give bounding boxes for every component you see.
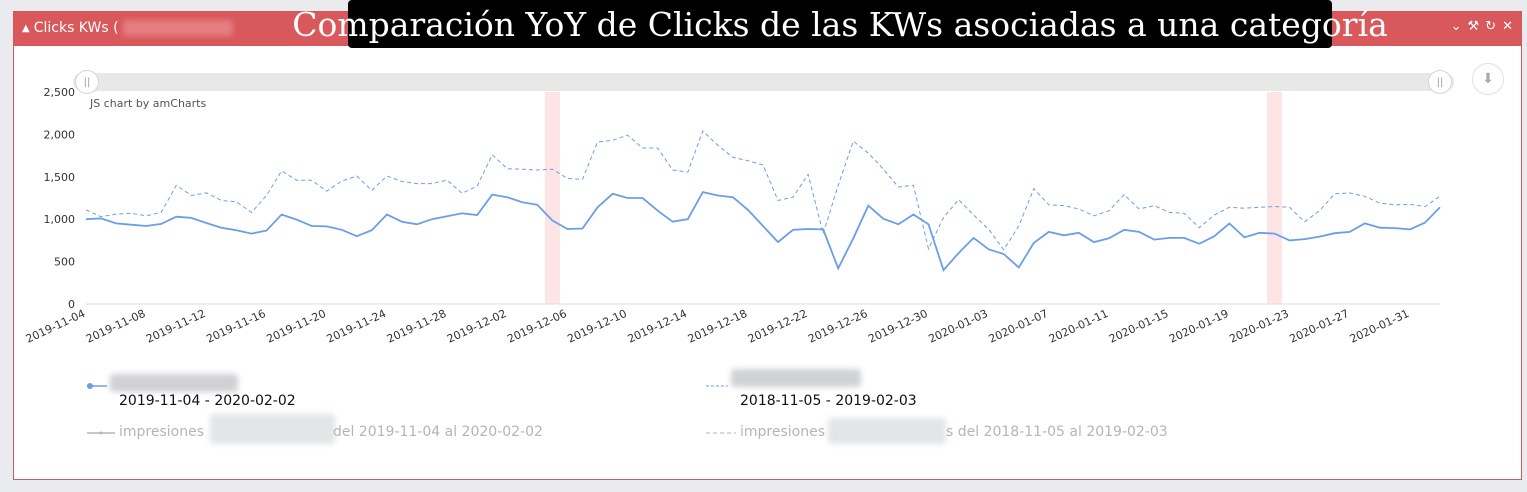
legend-impressions-a-prefix: impresiones xyxy=(119,424,205,440)
x-tick-label: 2019-12-30 xyxy=(866,307,929,346)
x-tick-label: 2020-01-23 xyxy=(1227,307,1290,346)
y-tick-label: 1,500 xyxy=(44,171,76,184)
y-tick-label: 0 xyxy=(68,298,75,311)
y-tick-label: 500 xyxy=(54,256,75,269)
x-tick-label: 2019-11-28 xyxy=(385,307,448,346)
x-tick-label: 2019-12-14 xyxy=(626,307,689,346)
x-tick-label: 2019-11-08 xyxy=(84,307,147,346)
legend-item-impressions-a[interactable]: impresiones del 2019-11-04 al 2020-02-02 xyxy=(85,414,685,446)
x-tick-label: 2020-01-19 xyxy=(1167,307,1230,346)
collapse-icon[interactable]: ⌄ xyxy=(1450,19,1462,34)
wrench-icon[interactable]: ⚒ xyxy=(1467,19,1480,34)
legend-marker-gray-dashed xyxy=(706,432,736,434)
legend-marker-dashed xyxy=(706,385,728,387)
legend-impressions-a-suffix: del 2019-11-04 al 2020-02-02 xyxy=(333,424,543,440)
close-icon[interactable]: ✕ xyxy=(1502,19,1513,34)
redacted-legend-label xyxy=(110,374,238,392)
redacted-legend-label xyxy=(731,369,861,387)
x-tick-label: 2020-01-15 xyxy=(1107,307,1170,346)
header-controls: ⌄ ⚒ ↻ ✕ xyxy=(1451,19,1513,34)
highlight-band-0 xyxy=(544,92,560,304)
scrollbar-end-grip[interactable]: || xyxy=(1428,70,1452,94)
x-tick-label: 2019-12-26 xyxy=(806,307,869,346)
scrollbar-start-grip[interactable]: || xyxy=(75,70,99,94)
legend-marker-gray-solid xyxy=(87,431,115,435)
legend-marker-solid xyxy=(87,383,107,389)
x-tick-label: 2019-11-04 xyxy=(24,307,87,346)
legend-series-a-dates: 2019-11-04 - 2020-02-02 xyxy=(119,393,296,409)
x-tick-label: 2019-11-16 xyxy=(204,307,267,346)
x-tick-label: 2019-12-10 xyxy=(565,307,628,346)
legend-series-b-dates: 2018-11-05 - 2019-02-03 xyxy=(740,393,917,409)
x-tick-label: 2019-12-22 xyxy=(746,307,809,346)
x-tick-label: 2019-12-18 xyxy=(686,307,749,346)
y-tick-label: 2,500 xyxy=(44,86,76,99)
y-tick-label: 1,000 xyxy=(44,213,76,226)
widget-icon: ▲ xyxy=(22,22,30,34)
legend-impressions-b-prefix: impresiones xyxy=(740,424,826,440)
x-tick-label: 2020-01-03 xyxy=(926,307,989,346)
x-tick-label: 2020-01-11 xyxy=(1047,307,1110,346)
x-tick-label: 2019-11-20 xyxy=(265,307,328,346)
x-tick-label: 2019-12-06 xyxy=(505,307,568,346)
x-tick-label: 2020-01-07 xyxy=(987,307,1050,346)
download-icon[interactable]: ⬇ xyxy=(1472,63,1504,95)
widget-title: ▲ Clicks KWs ( xyxy=(22,20,233,36)
series-solid-line xyxy=(85,191,1441,272)
x-tick-label: 2020-01-27 xyxy=(1288,307,1351,346)
chart-credit[interactable]: JS chart by amCharts xyxy=(90,97,207,110)
x-tick-label: 2019-12-02 xyxy=(445,307,508,346)
legend-impressions-b-suffix: s del 2018-11-05 al 2019-02-03 xyxy=(946,424,1168,440)
redacted-legend-label xyxy=(210,414,335,444)
legend-item-series-a[interactable]: 2019-11-04 - 2020-02-02 xyxy=(85,372,685,412)
x-tick-label: 2019-11-12 xyxy=(144,307,207,346)
series-dashed-line xyxy=(85,130,1441,251)
caption-banner: Comparación YoY de Clicks de las KWs aso… xyxy=(292,0,1388,48)
widget-title-text: Clicks KWs ( xyxy=(33,20,119,36)
x-tick-label: 2019-11-24 xyxy=(325,307,388,346)
y-tick-label: 2,000 xyxy=(44,128,76,141)
x-tick-label: 2020-01-31 xyxy=(1348,307,1411,346)
redacted-title xyxy=(122,20,233,36)
redacted-legend-label xyxy=(828,418,946,444)
highlight-band-1 xyxy=(1266,92,1283,304)
legend-item-impressions-b[interactable]: impresiones s del 2018-11-05 al 2019-02-… xyxy=(706,418,1306,446)
refresh-icon[interactable]: ↻ xyxy=(1485,19,1497,34)
chart-scrollbar[interactable]: || || xyxy=(73,70,1454,94)
legend-item-series-b[interactable]: 2018-11-05 - 2019-02-03 xyxy=(706,369,1306,412)
